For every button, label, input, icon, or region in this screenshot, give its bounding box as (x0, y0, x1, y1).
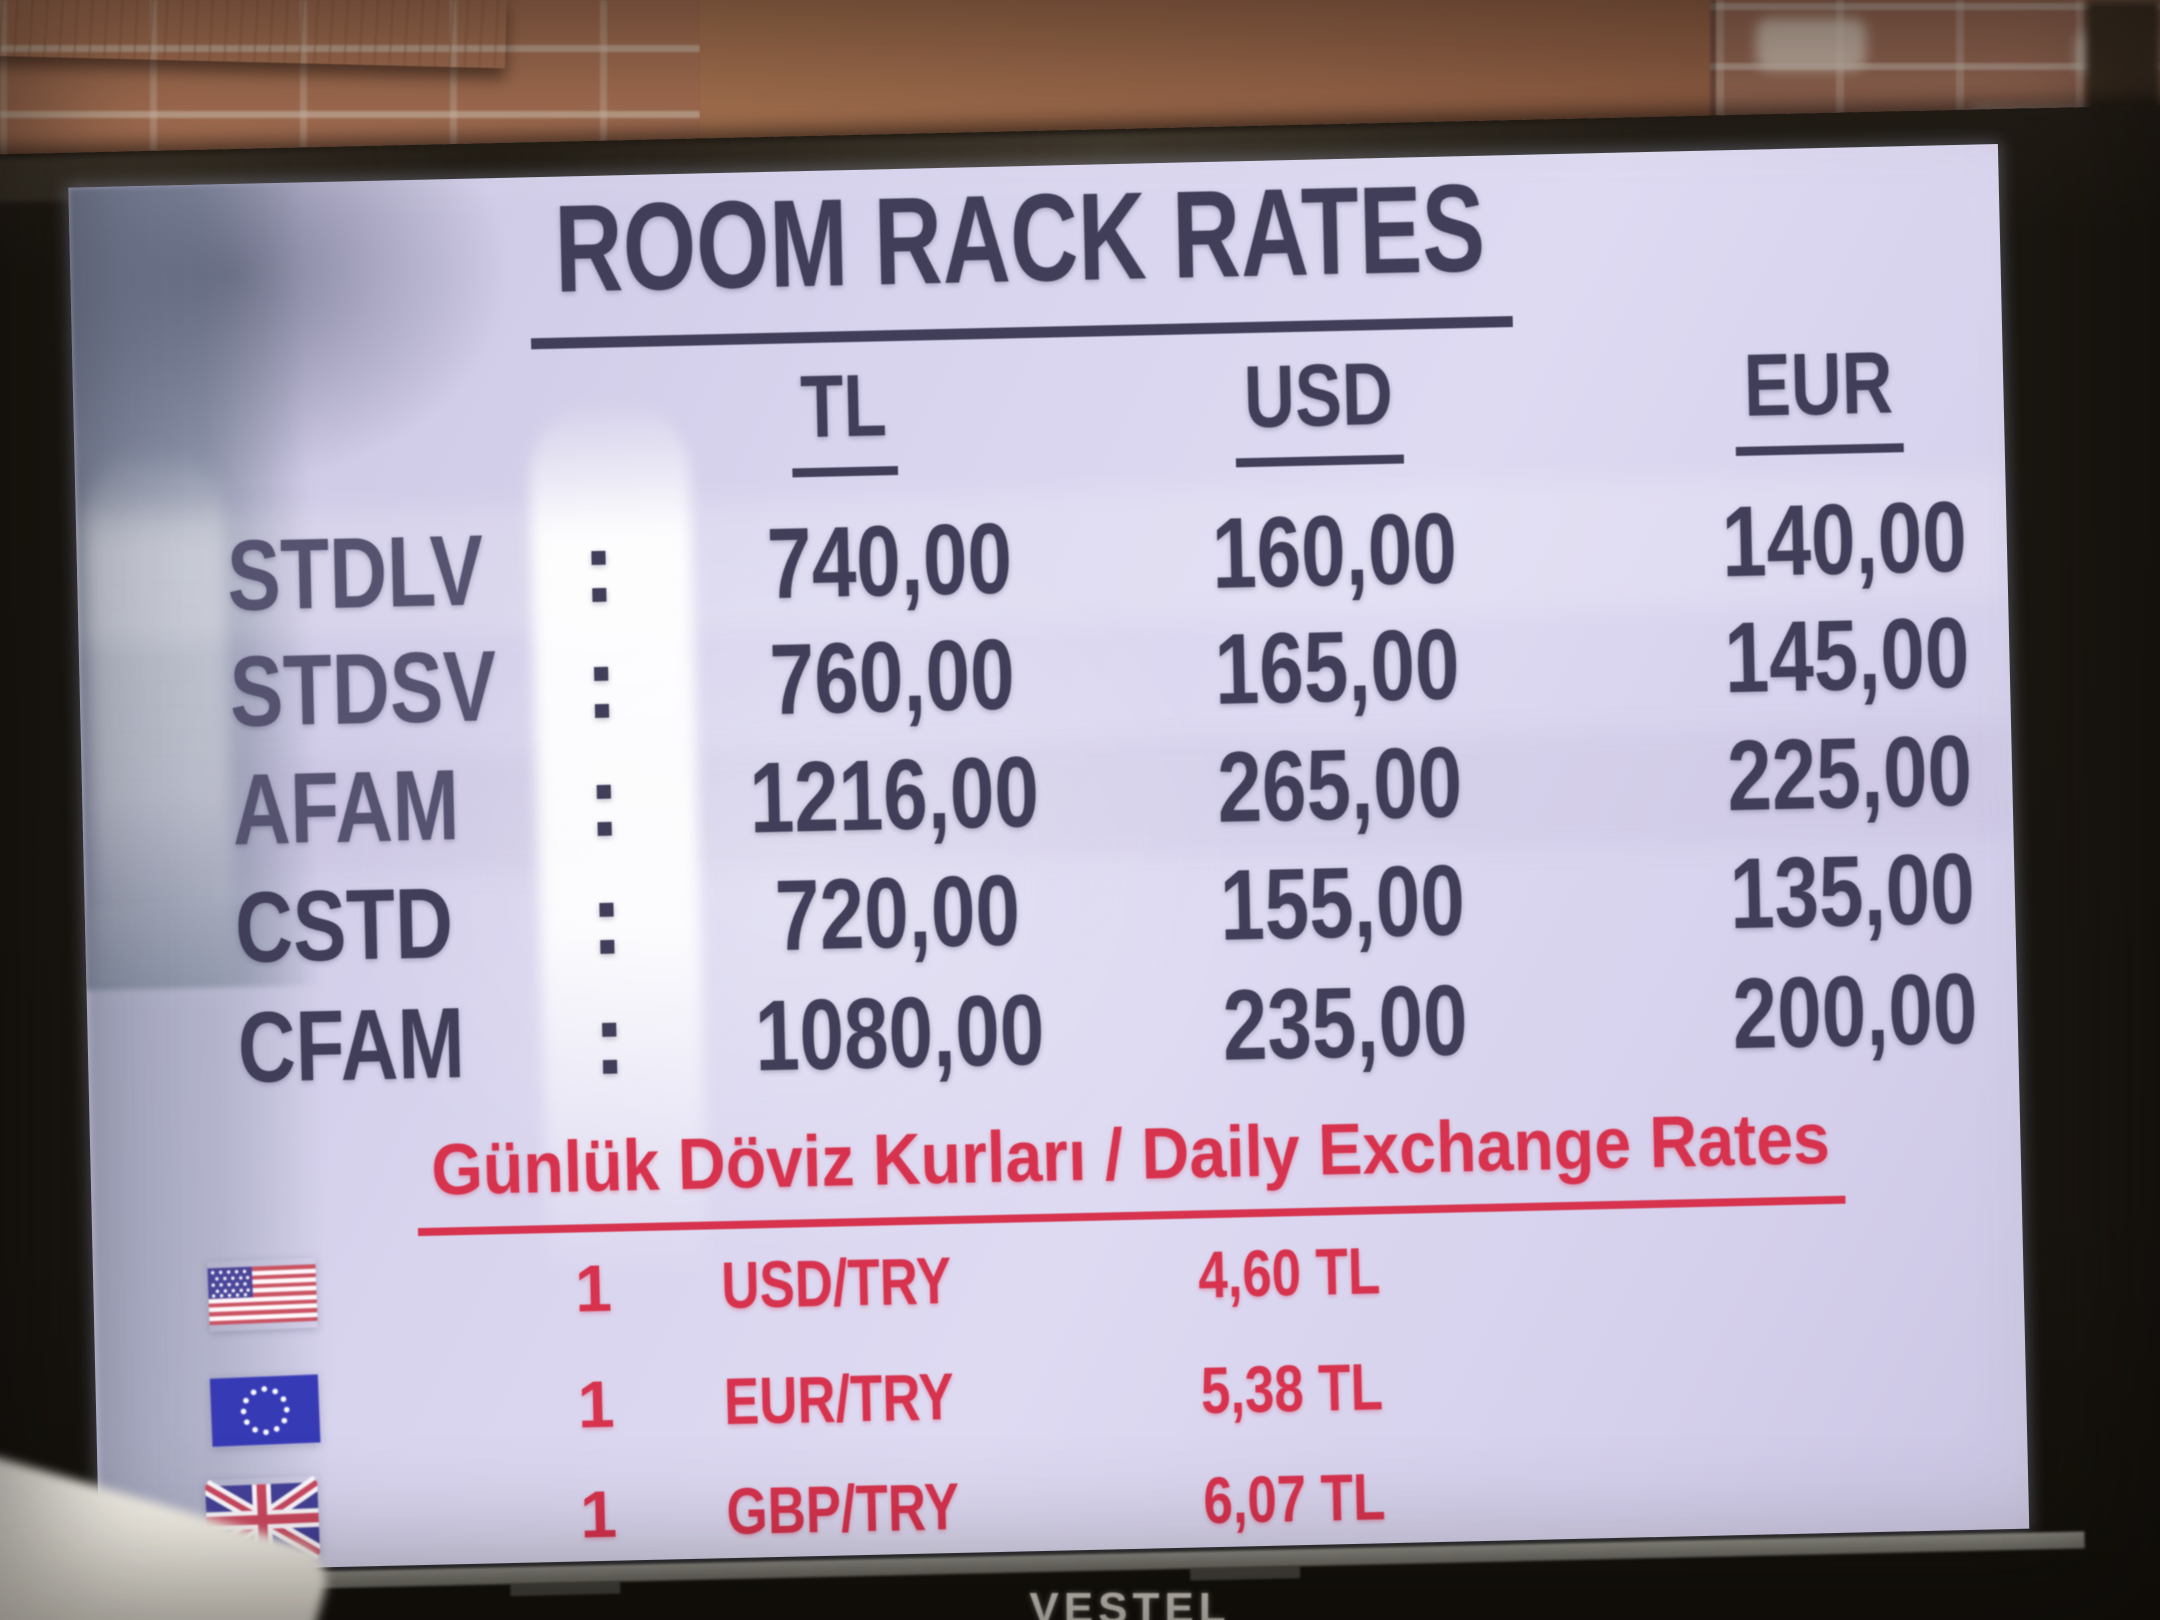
exchange-heading: Günlük Döviz Kurları / Daily Exchange Ra… (354, 1094, 1908, 1238)
rate-tl: 1080,00 (753, 973, 1046, 1093)
fx-amount: 1 (574, 1250, 613, 1326)
mortar-patch (1756, 18, 1866, 70)
rate-usd: 165,00 (1213, 608, 1461, 726)
rate-usd: 265,00 (1216, 726, 1464, 844)
room-code: CFAM (236, 987, 466, 1105)
room-code: CSTD (233, 867, 455, 985)
tv-frame: ROOM RACK RATES TL USD EUR STDLV : 740,0… (0, 104, 2160, 1620)
separator: : (580, 511, 617, 625)
fx-pair: EUR/TRY (723, 1358, 955, 1439)
rate-eur: 145,00 (1723, 596, 1971, 715)
column-header-usd: USD (1212, 344, 1424, 468)
rate-eur: 225,00 (1726, 714, 1974, 833)
bezel-notch (510, 1581, 621, 1597)
column-header-eur: EUR (1712, 332, 1924, 457)
rates-board: ROOM RACK RATES TL USD EUR STDLV : 740,0… (68, 144, 2029, 1572)
separator: : (583, 627, 620, 741)
separator: : (591, 983, 628, 1097)
bezel-notch (1189, 1566, 1301, 1581)
exchange-row: 1 EUR/TRY 5,38 TL (95, 1336, 2027, 1472)
rate-eur: 200,00 (1731, 952, 1979, 1071)
eu-flag-icon (209, 1374, 321, 1447)
fx-rate: 5,38 TL (1200, 1349, 1384, 1428)
column-header-tl: TL (777, 355, 911, 478)
room-code: STDLV (225, 514, 485, 633)
tv-brand-logo: VESTEL (1029, 1584, 1231, 1620)
rate-tl: 760,00 (768, 618, 1016, 736)
separator: : (586, 745, 623, 859)
us-flag-icon (207, 1264, 318, 1326)
fx-amount: 1 (576, 1366, 616, 1442)
rate-usd: 160,00 (1210, 492, 1459, 610)
page-title: ROOM RACK RATES (372, 154, 1667, 353)
rate-eur: 135,00 (1728, 832, 1977, 951)
eu-flag (209, 1373, 321, 1447)
separator: : (588, 863, 625, 977)
fx-pair: GBP/TRY (725, 1468, 961, 1549)
room-code: STDSV (228, 630, 498, 749)
room-code: AFAM (231, 749, 461, 867)
rate-tl: 1216,00 (748, 735, 1041, 855)
rate-tl: 720,00 (774, 854, 1022, 972)
exchange-row: 1 USD/TRY 4,60 TL (93, 1220, 2025, 1356)
fx-amount: 1 (579, 1476, 618, 1552)
rate-eur: 140,00 (1720, 480, 1969, 599)
fx-rate: 4,60 TL (1197, 1233, 1382, 1312)
rate-usd: 155,00 (1218, 844, 1467, 962)
tv-screen: ROOM RACK RATES TL USD EUR STDLV : 740,0… (68, 143, 2030, 1573)
rate-tl: 740,00 (766, 502, 1014, 620)
fx-pair: USD/TRY (720, 1243, 953, 1323)
page-title-text: ROOM RACK RATES (527, 157, 1513, 349)
fx-rate: 6,07 TL (1202, 1459, 1387, 1538)
us-flag (207, 1258, 318, 1332)
rate-usd: 235,00 (1221, 964, 1469, 1082)
